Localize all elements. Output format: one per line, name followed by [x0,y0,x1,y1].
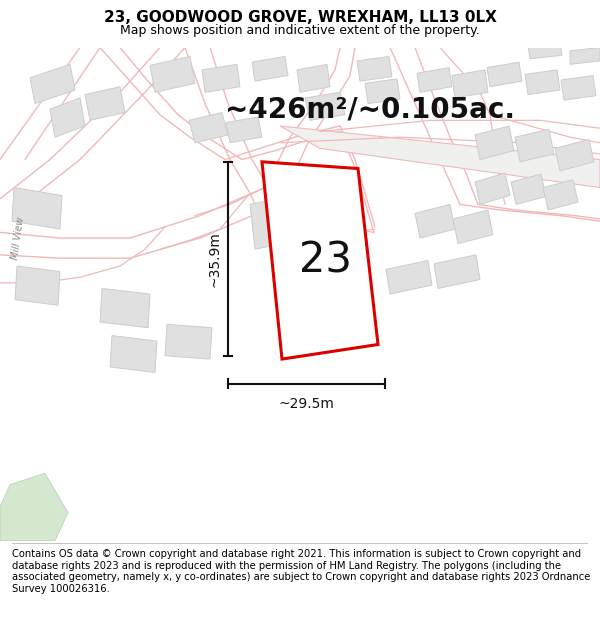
Polygon shape [475,173,510,204]
Text: Contains OS data © Crown copyright and database right 2021. This information is : Contains OS data © Crown copyright and d… [12,549,590,594]
Text: Mill View: Mill View [10,216,26,260]
Polygon shape [280,126,600,188]
Polygon shape [297,64,330,92]
Polygon shape [357,56,392,81]
Polygon shape [528,42,562,59]
Polygon shape [15,266,60,305]
Polygon shape [453,210,493,244]
Polygon shape [314,204,368,261]
Text: ~426m²/~0.105ac.: ~426m²/~0.105ac. [225,95,515,123]
Text: ~29.5m: ~29.5m [278,397,334,411]
Polygon shape [250,193,310,249]
Polygon shape [570,48,600,64]
Polygon shape [50,98,85,137]
Polygon shape [262,162,378,359]
Polygon shape [165,324,212,359]
Polygon shape [386,261,432,294]
Polygon shape [415,204,455,238]
Polygon shape [12,188,62,229]
Polygon shape [525,70,560,94]
Polygon shape [0,473,68,541]
Polygon shape [252,56,288,81]
Text: 23: 23 [299,239,352,281]
Polygon shape [543,180,578,210]
Polygon shape [555,139,594,171]
Polygon shape [515,129,554,162]
Polygon shape [561,76,596,100]
Polygon shape [30,64,75,104]
Text: 23, GOODWOOD GROVE, WREXHAM, LL13 0LX: 23, GOODWOOD GROVE, WREXHAM, LL13 0LX [104,11,496,26]
Polygon shape [452,70,488,98]
Polygon shape [100,289,150,328]
Polygon shape [85,87,125,121]
Polygon shape [365,79,400,104]
Polygon shape [150,56,195,92]
Polygon shape [487,62,522,87]
Polygon shape [189,112,228,142]
Polygon shape [511,174,546,204]
Text: ~35.9m: ~35.9m [207,231,221,287]
Polygon shape [305,92,345,121]
Polygon shape [202,64,240,92]
Polygon shape [226,117,262,142]
Polygon shape [475,126,514,159]
Text: Map shows position and indicative extent of the property.: Map shows position and indicative extent… [120,24,480,37]
Polygon shape [434,255,480,289]
Polygon shape [110,336,157,372]
Polygon shape [417,68,452,92]
